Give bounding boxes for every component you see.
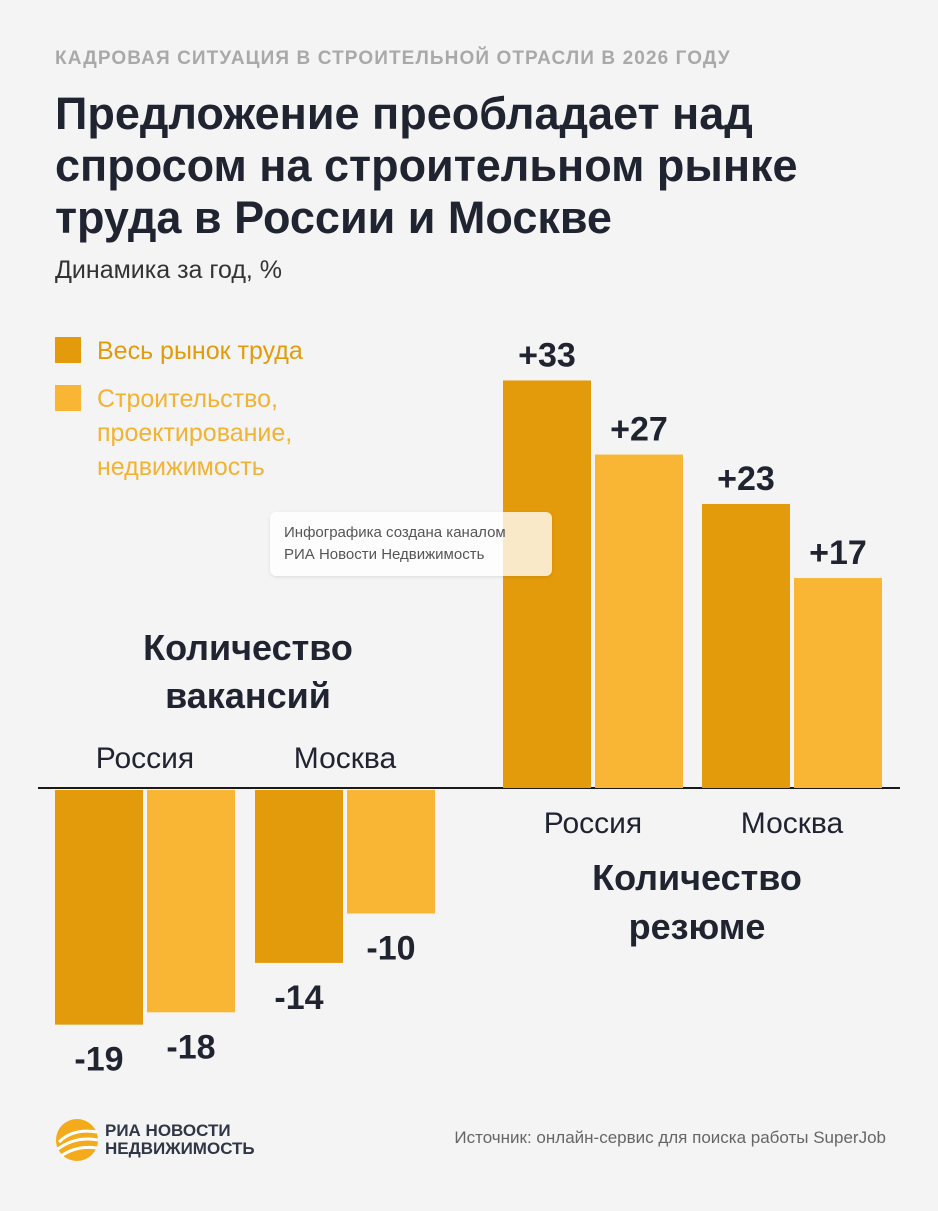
legend-label-total: Весь рынок труда	[97, 337, 303, 365]
resumes-category-label: Москва	[741, 807, 844, 840]
legend-label-construction: Строительство, проектирование, недвижимо…	[97, 385, 293, 481]
resumes-bar	[794, 578, 882, 788]
page-title: Предложение преобладает над спросом на с…	[55, 88, 798, 243]
resumes-data-label: +33	[518, 336, 576, 374]
vacancies-title: Количество	[143, 627, 353, 668]
resumes-title: резюме	[629, 906, 766, 947]
vacancies-title: вакансий	[165, 675, 331, 716]
watermark: Инфографика создана каналом РИА Новости …	[270, 512, 552, 576]
vacancies-bar	[347, 790, 435, 914]
resumes-bar	[702, 503, 790, 788]
legend-item-construction: Строительство, проектирование, недвижимо…	[55, 382, 415, 484]
vacancies-data-label: -14	[274, 979, 323, 1017]
vacancies-bar	[55, 790, 143, 1025]
subtitle: Динамика за год, %	[55, 256, 283, 284]
logo-line-1: РИА НОВОСТИ	[105, 1121, 231, 1140]
resumes-bar	[595, 454, 683, 788]
vacancies-bar	[255, 790, 343, 963]
ria-logo: РИА НОВОСТИ НЕДВИЖИМОСТЬ	[55, 1118, 255, 1162]
resumes-data-label: +17	[809, 534, 867, 572]
resumes-data-label: +27	[610, 411, 668, 449]
resumes-title: Количество	[592, 857, 802, 898]
vacancies-data-label: -10	[366, 930, 415, 968]
watermark-line-2: РИА Новости Недвижимость	[284, 546, 485, 563]
legend-item-total: Весь рынок труда	[55, 334, 415, 368]
watermark-line-1: Инфографика создана каналом	[284, 524, 506, 541]
logo-line-2: НЕДВИЖИМОСТЬ	[105, 1139, 255, 1158]
resumes-bar	[503, 380, 591, 788]
vacancies-category-label: Москва	[294, 742, 397, 775]
resumes-data-label: +23	[717, 460, 775, 498]
kicker: КАДРОВАЯ СИТУАЦИЯ В СТРОИТЕЛЬНОЙ ОТРАСЛИ…	[55, 48, 731, 69]
legend-swatch-total	[55, 337, 81, 363]
vacancies-data-label: -19	[74, 1041, 123, 1079]
ria-logo-icon	[56, 1119, 99, 1161]
resumes-category-label: Россия	[544, 807, 642, 840]
source-note: Источник: онлайн-сервис для поиска работ…	[454, 1128, 886, 1147]
vacancies-data-label: -18	[166, 1028, 215, 1066]
legend: Весь рынок труда Строительство, проектир…	[55, 334, 415, 498]
legend-swatch-construction	[55, 385, 81, 411]
vacancies-bar	[147, 790, 235, 1013]
vacancies-category-label: Россия	[96, 742, 194, 775]
